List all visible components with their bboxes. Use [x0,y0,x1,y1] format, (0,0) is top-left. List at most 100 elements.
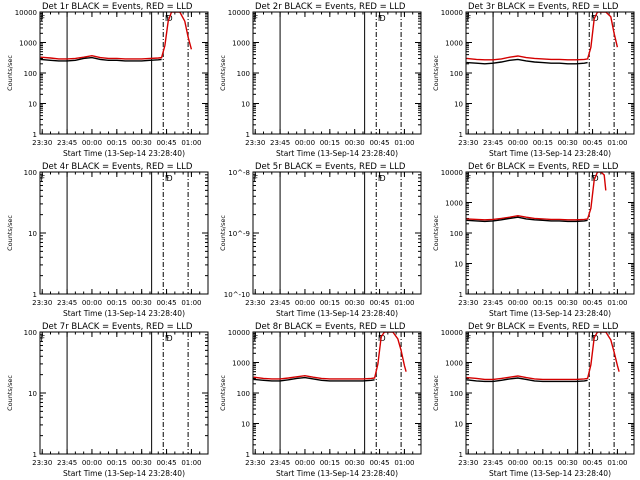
series-line-lld [40,12,193,60]
x-tick-label: 23:30 [458,459,478,467]
series-group [40,12,193,62]
x-tick-label: 00:00 [295,299,315,307]
plot-title: Det 8r BLACK = Events, RED = LLD [255,322,406,332]
plot-frame [252,171,422,295]
y-tick-label: 100 [450,70,463,78]
x-tick-label: 00:15 [107,459,127,467]
y-tick-label: 100 [24,169,37,177]
x-tick-label: 00:15 [107,299,127,307]
x-tick-label: 00:45 [582,139,602,147]
plot-frame [252,11,422,135]
marker-label: F [467,14,472,23]
x-tick-label: 23:45 [57,459,77,467]
x-tick-label: 00:15 [320,139,340,147]
x-tick-label: 01:00 [394,299,414,307]
plot-frame [39,11,209,135]
x-tick-label: 23:45 [483,459,503,467]
x-tick-label: 23:30 [32,139,52,147]
marker-label: F [591,334,596,343]
x-tick-label: 01:00 [607,139,627,147]
series-group [466,12,619,65]
marker-label: F [165,334,170,343]
x-tick-label: 00:45 [156,299,176,307]
y-tick-label: 1 [246,451,250,459]
x-tick-label: 01:00 [607,459,627,467]
x-tick-label: 23:45 [57,139,77,147]
y-tick-label: 1000 [445,200,463,208]
x-tick-label: 01:00 [607,299,627,307]
series-group [253,332,407,382]
plot-title: Det 9r BLACK = Events, RED = LLD [468,322,619,332]
x-axis-label: Start Time (13-Sep-14 23:28:40) [63,469,185,478]
x-tick-label: 00:30 [345,299,365,307]
x-tick-label: 00:15 [533,139,553,147]
x-tick-label: 00:15 [107,139,127,147]
y-axis-label: Counts/sec [219,55,227,91]
x-tick-label: 00:00 [508,299,528,307]
plot-frame [252,331,422,455]
x-tick-label: 23:30 [245,459,265,467]
y-axis-label: Counts/sec [6,215,14,251]
y-tick-label: 1 [33,131,37,139]
plot-frame [39,171,209,295]
x-tick-label: 00:30 [558,459,578,467]
marker-label: D [593,334,599,343]
series-line-events [466,377,588,383]
x-tick-label: 01:00 [181,139,201,147]
y-axis-label: Counts/sec [432,375,440,411]
y-tick-label: 1 [459,451,463,459]
plot-title: Det 2r BLACK = Events, RED = LLD [255,2,406,12]
series-line-events [40,56,162,62]
plot-frame [465,331,635,455]
marker-label: F [254,14,259,23]
marker-label: F [41,174,46,183]
plot-title: Det 7r BLACK = Events, RED = LLD [42,322,193,332]
panel-det8: Det 8r BLACK = Events, RED = LLD Counts/s… [219,322,422,478]
marker-label: F [165,14,170,23]
marker-label: F [467,334,472,343]
x-tick-label: 23:45 [270,459,290,467]
panel-det6: Det 6r BLACK = Events, RED = LLD Counts/s… [432,162,635,318]
y-tick-label: 10^-8 [228,169,250,177]
y-tick-label: 10^-10 [224,291,250,299]
series-group [466,172,607,223]
marker-label: D [380,14,386,23]
series-line-events [466,216,588,223]
marker-label: F [165,174,170,183]
y-axis-label: Counts/sec [219,375,227,411]
x-tick-label: 00:15 [533,299,553,307]
x-tick-label: 00:30 [132,459,152,467]
x-tick-label: 01:00 [394,459,414,467]
x-tick-label: 23:30 [245,299,265,307]
x-tick-label: 00:30 [558,139,578,147]
y-tick-label: 1000 [232,360,250,368]
x-tick-label: 00:30 [132,139,152,147]
x-tick-label: 23:30 [458,139,478,147]
x-tick-label: 00:45 [369,139,389,147]
panel-det2: Det 2r BLACK = Events, RED = LLD Counts/s… [219,2,422,158]
series-line-events [466,58,588,65]
y-tick-label: 1000 [19,40,37,48]
panel-det1: Det 1r BLACK = Events, RED = LLD Counts/s… [6,2,209,158]
y-tick-label: 10000 [441,169,463,177]
y-axis-label: Counts/sec [432,215,440,251]
y-axis-label: Counts/sec [432,55,440,91]
x-tick-label: 23:45 [270,299,290,307]
y-tick-label: 10^-9 [228,230,250,238]
y-tick-label: 10 [454,261,463,269]
plot-title: Det 5r BLACK = Events, RED = LLD [255,162,406,172]
y-tick-label: 1 [459,291,463,299]
plot-frame [39,331,209,455]
y-tick-label: 10000 [228,329,250,337]
marker-label: F [467,174,472,183]
y-tick-label: 100 [24,70,37,78]
x-tick-label: 00:00 [82,299,102,307]
y-tick-label: 10 [454,421,463,429]
y-tick-label: 10 [454,101,463,109]
plot-frame [465,171,635,295]
x-tick-label: 00:45 [156,139,176,147]
marker-label: F [591,14,596,23]
marker-label: D [167,334,173,343]
plot-title: Det 6r BLACK = Events, RED = LLD [468,162,619,172]
